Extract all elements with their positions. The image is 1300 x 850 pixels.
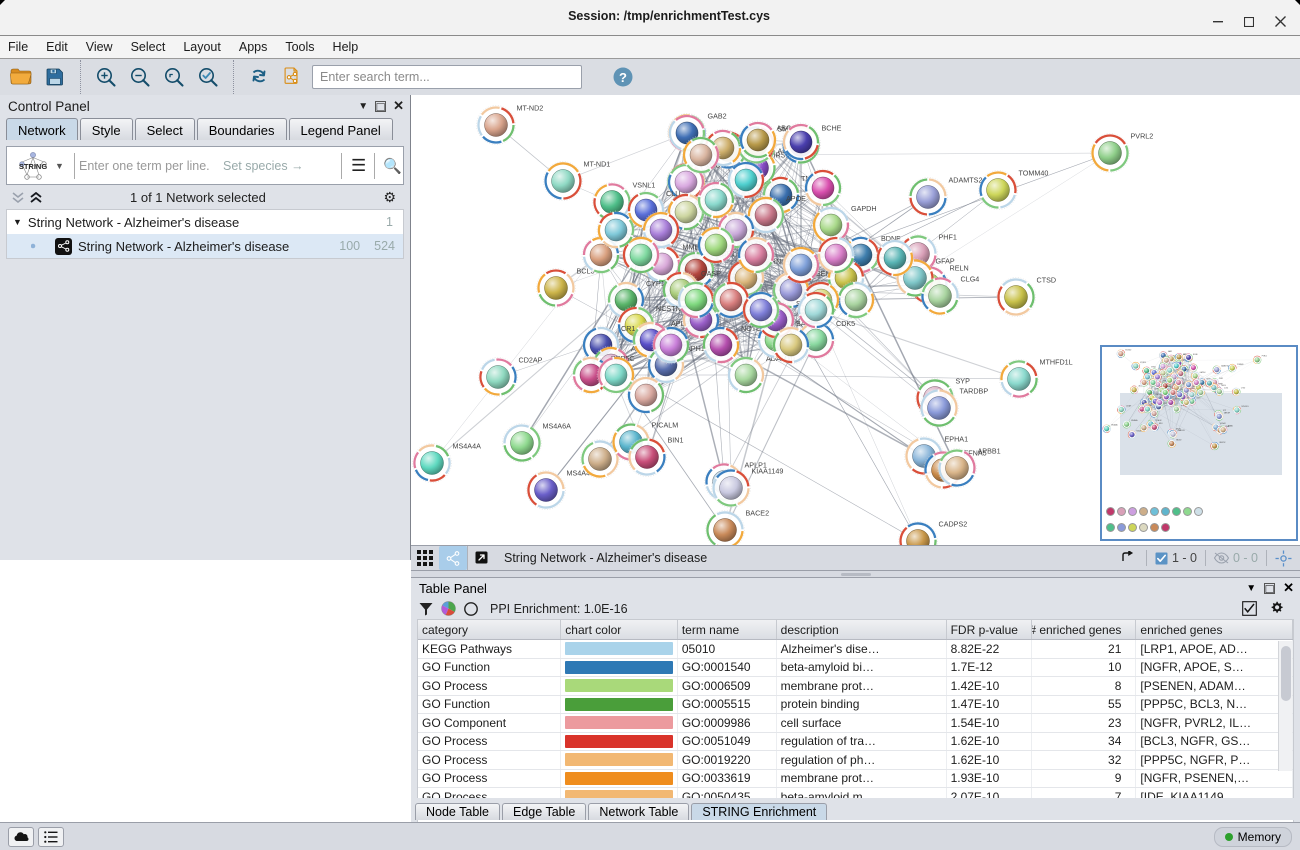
svg-text:CDK5: CDK5 [1196, 397, 1200, 399]
svg-text:CLG4: CLG4 [961, 275, 980, 284]
svg-text:SYP: SYP [1223, 410, 1226, 412]
svg-text:GAB2: GAB2 [708, 112, 727, 121]
svg-text:CR1: CR1 [1149, 398, 1152, 400]
svg-text:GAB2: GAB2 [1168, 350, 1172, 353]
svg-text:TOMM40: TOMM40 [1019, 169, 1049, 178]
svg-text:CR1: CR1 [621, 324, 635, 333]
svg-text:ADAMTS2: ADAMTS2 [949, 176, 983, 185]
svg-text:MT-ND1: MT-ND1 [1140, 362, 1146, 364]
svg-text:CD2AP: CD2AP [519, 356, 543, 365]
svg-text:PHF1: PHF1 [1219, 378, 1223, 380]
svg-text:CADPS2: CADPS2 [1219, 441, 1225, 444]
svg-text:CTSD: CTSD [1241, 388, 1246, 390]
svg-text:TOMM40: TOMM40 [1237, 364, 1244, 366]
svg-text:TARDBP: TARDBP [960, 387, 989, 396]
svg-text:MTHFD1L: MTHFD1L [1040, 358, 1073, 367]
svg-text:CTSD: CTSD [1037, 276, 1057, 285]
svg-text:?: ? [619, 70, 627, 85]
svg-text:GFAP: GFAP [1218, 382, 1222, 385]
svg-text:MS4A4A: MS4A4A [453, 442, 482, 451]
svg-text:BIN1: BIN1 [1159, 423, 1163, 425]
svg-text:EPHA1: EPHA1 [1220, 422, 1225, 425]
svg-text:GFAP: GFAP [936, 257, 955, 266]
svg-text:CD2AP: CD2AP [1126, 404, 1131, 407]
svg-text:CLG4: CLG4 [1224, 387, 1228, 389]
svg-text:GASP: GASP [701, 269, 721, 278]
svg-text:BACE2: BACE2 [1176, 438, 1181, 441]
svg-text:VSNL1: VSNL1 [1151, 367, 1156, 369]
svg-text:GAPDH: GAPDH [851, 204, 877, 213]
svg-text:PICALM: PICALM [652, 421, 679, 430]
svg-text:MS4A6A: MS4A6A [543, 422, 572, 431]
svg-text:PVRL2: PVRL2 [1262, 356, 1267, 358]
svg-text:NCSTN: NCSTN [656, 304, 681, 313]
svg-text:STRING: STRING [19, 162, 48, 171]
svg-text:PICALM: PICALM [1155, 419, 1162, 422]
svg-text:MT-ND2: MT-ND2 [1125, 349, 1131, 351]
svg-text:KIAA1149: KIAA1149 [752, 467, 784, 476]
svg-text:CADPS2: CADPS2 [939, 520, 968, 529]
svg-text:SYP: SYP [956, 377, 971, 386]
svg-text:BIN1: BIN1 [668, 436, 684, 445]
svg-text:MT-ND2: MT-ND2 [517, 104, 544, 113]
svg-text:APBB1: APBB1 [978, 447, 1001, 456]
svg-text:MTHFD1L: MTHFD1L [1242, 406, 1249, 408]
svg-text:MT-ND1: MT-ND1 [584, 160, 611, 169]
svg-text:BCHE: BCHE [1193, 354, 1197, 356]
svg-text:VSNL1: VSNL1 [633, 181, 656, 190]
svg-text:ADAMTS2: ADAMTS2 [1221, 364, 1229, 367]
svg-text:BCHE: BCHE [822, 124, 842, 133]
svg-text:PVRL2: PVRL2 [1131, 132, 1154, 141]
svg-text:CDK5: CDK5 [836, 319, 855, 328]
svg-text:EPHA1: EPHA1 [945, 435, 969, 444]
svg-text:BACE2: BACE2 [746, 509, 770, 518]
svg-text:MS4A6A: MS4A6A [1131, 419, 1138, 422]
svg-text:APBB1: APBB1 [1228, 425, 1233, 428]
svg-text:PHF1: PHF1 [939, 233, 957, 242]
svg-text:GAPDH: GAPDH [1200, 371, 1206, 374]
svg-text:APOE: APOE [786, 194, 806, 203]
